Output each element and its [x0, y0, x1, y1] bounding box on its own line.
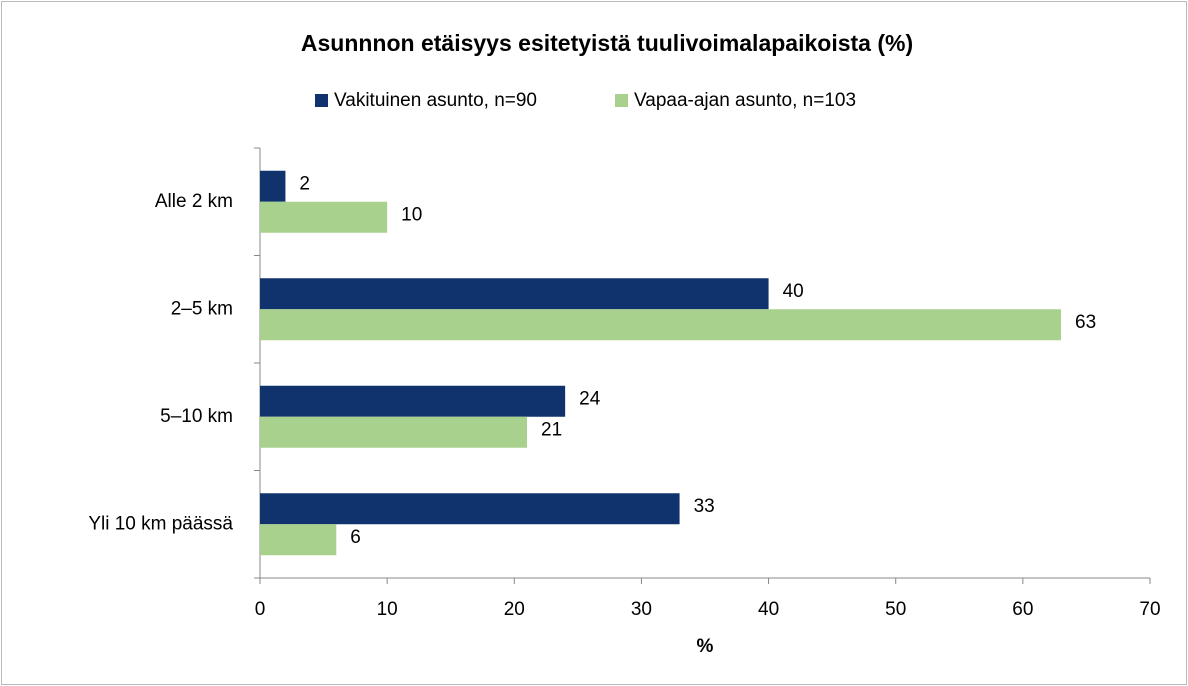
legend-label: Vapaa-ajan asunto, n=103: [634, 90, 856, 111]
bar: [260, 201, 388, 233]
data-label: 6: [350, 527, 361, 548]
bar: [260, 385, 566, 417]
data-label: 2: [299, 173, 310, 194]
data-label: 40: [783, 281, 804, 302]
data-label: 63: [1075, 312, 1096, 333]
x-tick-label: 0: [255, 599, 266, 620]
y-tick-label: Alle 2 km: [155, 191, 233, 212]
bar: [260, 278, 769, 310]
x-tick-label: 20: [504, 599, 525, 620]
data-label: 24: [579, 388, 601, 409]
bar: [260, 309, 1061, 341]
y-tick-label: Yli 10 km päässä: [88, 513, 233, 534]
x-tick-label: 10: [377, 599, 398, 620]
x-tick-label: 30: [631, 599, 652, 620]
y-tick-label: 2–5 km: [171, 298, 233, 319]
data-label: 21: [541, 419, 562, 440]
bar: [260, 170, 286, 202]
chart-title: Asunnnon etäisyys esitetyistä tuulivoima…: [301, 30, 913, 56]
legend-swatch: [315, 94, 328, 107]
x-tick-label: 50: [885, 599, 906, 620]
legend-swatch: [615, 94, 628, 107]
bar: [260, 524, 337, 556]
x-tick-label: 40: [758, 599, 779, 620]
x-axis-label: %: [697, 636, 714, 657]
data-label: 10: [401, 204, 422, 225]
data-label: 33: [694, 496, 715, 517]
y-tick-label: 5–10 km: [160, 406, 233, 427]
bar: [260, 493, 680, 525]
bar: [260, 416, 527, 448]
x-tick-label: 70: [1139, 599, 1160, 620]
x-tick-label: 60: [1012, 599, 1033, 620]
legend-label: Vakituinen asunto, n=90: [334, 90, 537, 111]
